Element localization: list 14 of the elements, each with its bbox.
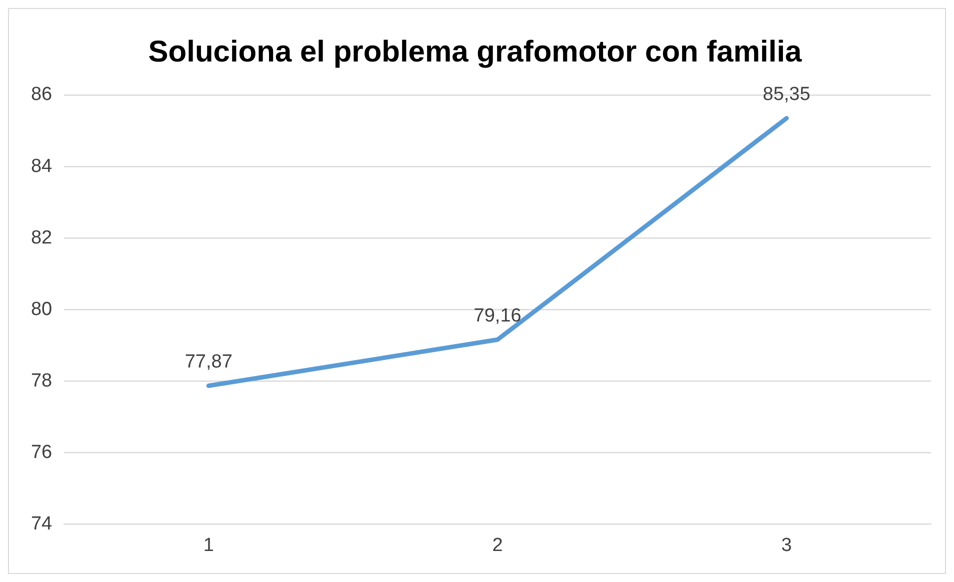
data-label: 77,87 (184, 352, 232, 373)
y-tick-label: 74 (30, 513, 53, 534)
chart-title: Soluciona el problema grafomotor con familia (148, 35, 802, 68)
y-tick-label: 84 (30, 156, 53, 177)
data-label: 79,16 (474, 305, 522, 326)
x-tick-label: 3 (781, 534, 792, 556)
x-tick-label: 1 (203, 534, 214, 556)
x-tick-label: 2 (492, 534, 503, 556)
y-tick-label: 80 (30, 298, 52, 320)
y-tick-label: 86 (30, 84, 52, 106)
y-tick-label: 82 (30, 227, 52, 248)
y-tick-label: 78 (30, 370, 52, 392)
data-label: 85,35 (762, 84, 810, 105)
y-tick-label: 76 (30, 442, 52, 463)
